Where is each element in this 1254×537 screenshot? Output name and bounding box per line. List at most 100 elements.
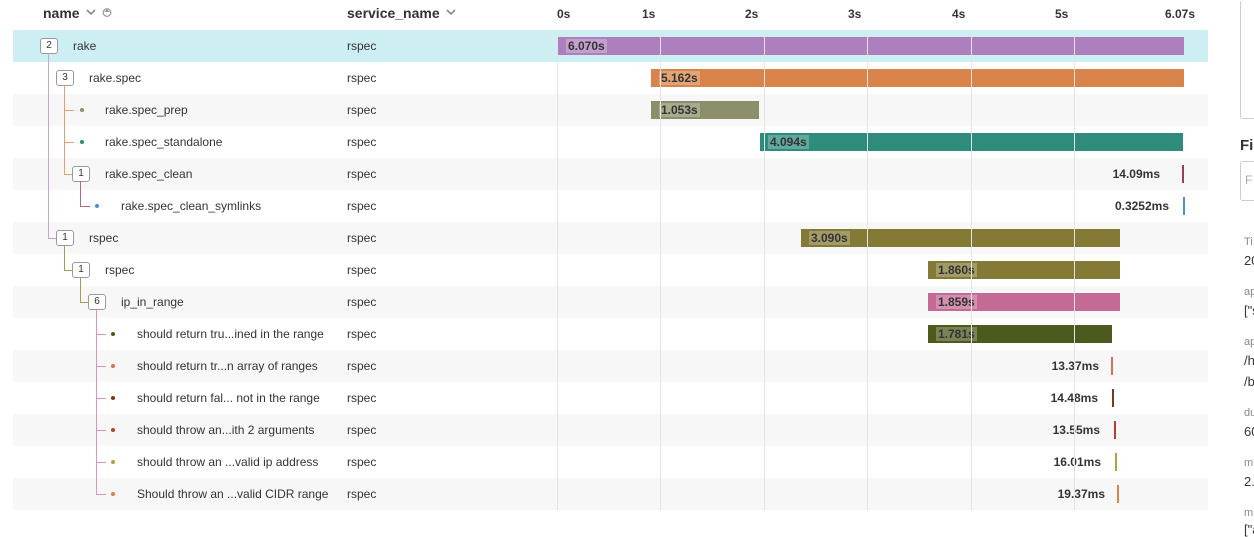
field-value: ["a [1244, 522, 1254, 537]
duration-bar[interactable]: 16.01ms [1054, 453, 1117, 471]
tree-connector [96, 494, 106, 495]
duration-label: 6.070s [566, 39, 607, 53]
duration-bar[interactable]: 1.860s [928, 261, 1120, 279]
grid-line [971, 30, 972, 510]
field-value: /h [1244, 353, 1254, 368]
name-column-header[interactable]: name [43, 5, 112, 21]
duration-bar[interactable]: 13.37ms [1052, 357, 1113, 375]
trace-row[interactable]: should throw an ...valid ip address rspe… [13, 446, 1208, 478]
chevron-down-icon[interactable] [446, 8, 456, 19]
duration-bar[interactable]: 5.162s [651, 69, 1184, 87]
leaf-dot-icon [111, 364, 115, 368]
field-label: ap [1244, 286, 1254, 298]
duration-label: 13.55ms [1052, 423, 1100, 437]
field-label: du [1244, 407, 1254, 419]
duration-label: 5.162s [659, 71, 700, 85]
trace-row[interactable]: 1 rspec rspec 3.090s [13, 222, 1208, 254]
field-value: 60 [1244, 424, 1254, 439]
trace-row[interactable]: rake.spec_clean_symlinks rspec 0.3252ms [13, 190, 1208, 222]
duration-bar[interactable]: 0.3252ms [1115, 197, 1185, 215]
field-label: ap [1244, 336, 1254, 348]
name-column-label: name [43, 5, 80, 21]
duration-bar[interactable]: 1.053s [651, 101, 759, 119]
duration-label: 14.09ms [1112, 167, 1160, 181]
service-name: rspec [347, 263, 377, 277]
tree-connector [48, 238, 56, 239]
service-name: rspec [347, 39, 377, 53]
sort-icon[interactable] [102, 7, 112, 20]
field-label: Ti [1244, 236, 1253, 248]
trace-row[interactable]: Should throw an ...valid CIDR range rspe… [13, 478, 1208, 510]
trace-row[interactable]: should return fal... not in the range rs… [13, 382, 1208, 414]
service-name: rspec [347, 167, 377, 181]
service-name: rspec [347, 423, 377, 437]
duration-label: 1.860s [936, 263, 977, 277]
service-name: rspec [347, 199, 377, 213]
service-name: rspec [347, 327, 377, 341]
duration-label: 3.090s [809, 231, 850, 245]
axis-tick-label: 1s [642, 7, 656, 21]
axis-tick-label: 0s [557, 7, 571, 21]
trace-row[interactable]: 1 rspec rspec 1.860s [13, 254, 1208, 286]
duration-bar[interactable]: 1.781s [928, 325, 1112, 343]
axis-tick-label: 3s [848, 7, 862, 21]
child-count-badge[interactable]: 6 [88, 294, 106, 310]
trace-row[interactable]: 6 ip_in_range rspec 1.859s [13, 286, 1208, 318]
trace-row[interactable]: 2 rake rspec 6.070s [13, 30, 1208, 62]
trace-row[interactable]: rake.spec_prep rspec 1.053s [13, 94, 1208, 126]
grid-line [764, 30, 765, 510]
side-panel-preview [1240, 0, 1254, 119]
grid-line [557, 30, 558, 510]
tree-connector [64, 85, 65, 174]
grid-line [1074, 30, 1075, 510]
child-count-badge[interactable]: 1 [72, 262, 90, 278]
tree-connector [64, 245, 65, 270]
leaf-dot-icon [80, 108, 84, 112]
duration-label: 13.37ms [1051, 359, 1099, 373]
duration-bar[interactable]: 14.09ms [1113, 165, 1184, 183]
field-label: m [1244, 457, 1254, 469]
trace-row[interactable]: 3 rake.spec rspec 5.162s [13, 62, 1208, 94]
tree-connector [96, 309, 97, 494]
duration-label: 1.053s [659, 103, 700, 117]
duration-bar[interactable]: 19.37ms [1058, 485, 1119, 503]
chevron-down-icon[interactable] [86, 8, 96, 19]
tree-connector [80, 181, 81, 206]
duration-bar[interactable]: 14.48ms [1051, 389, 1114, 407]
leaf-dot-icon [111, 332, 115, 336]
duration-bar[interactable]: 13.55ms [1053, 421, 1116, 439]
duration-bar[interactable]: 6.070s [558, 37, 1184, 55]
axis-tick-label: 6.07s [1165, 7, 1196, 21]
trace-row[interactable]: should throw an...ith 2 arguments rspec … [13, 414, 1208, 446]
span-name: rake.spec_clean_symlinks [121, 199, 262, 213]
duration-bar[interactable]: 1.859s [928, 293, 1120, 311]
tree-connector [64, 142, 74, 143]
tree-connector [64, 270, 72, 271]
tree-connector [80, 277, 81, 302]
grid-line [660, 30, 661, 510]
side-panel-filter-input[interactable]: F [1240, 161, 1254, 201]
tree-connector [96, 334, 106, 335]
span-name: rspec [89, 231, 119, 245]
tree-connector [64, 110, 74, 111]
child-count-badge[interactable]: 2 [40, 38, 58, 54]
span-name: should return tr...n array of ranges [137, 359, 318, 373]
span-name: Should throw an ...valid CIDR range [137, 487, 329, 501]
tree-connector [96, 398, 106, 399]
child-count-badge[interactable]: 1 [72, 166, 90, 182]
child-count-badge[interactable]: 1 [56, 230, 74, 246]
span-name: should return tru...ined in the range [137, 327, 324, 341]
trace-row[interactable]: 1 rake.spec_clean rspec 14.09ms [13, 158, 1208, 190]
service-name: rspec [347, 103, 377, 117]
duration-bar[interactable]: 3.090s [801, 229, 1120, 247]
child-count-badge[interactable]: 3 [56, 70, 74, 86]
field-value: 2. [1244, 474, 1254, 489]
service-column-header[interactable]: service_name [347, 5, 456, 21]
trace-row[interactable]: rake.spec_standalone rspec 4.094s [13, 126, 1208, 158]
trace-row[interactable]: should return tr...n array of ranges rsp… [13, 350, 1208, 382]
span-name: rspec [105, 263, 135, 277]
service-name: rspec [347, 231, 377, 245]
duration-label: 1.781s [936, 327, 977, 341]
trace-row[interactable]: should return tru...ined in the range rs… [13, 318, 1208, 350]
span-name: rake.spec_standalone [105, 135, 223, 149]
